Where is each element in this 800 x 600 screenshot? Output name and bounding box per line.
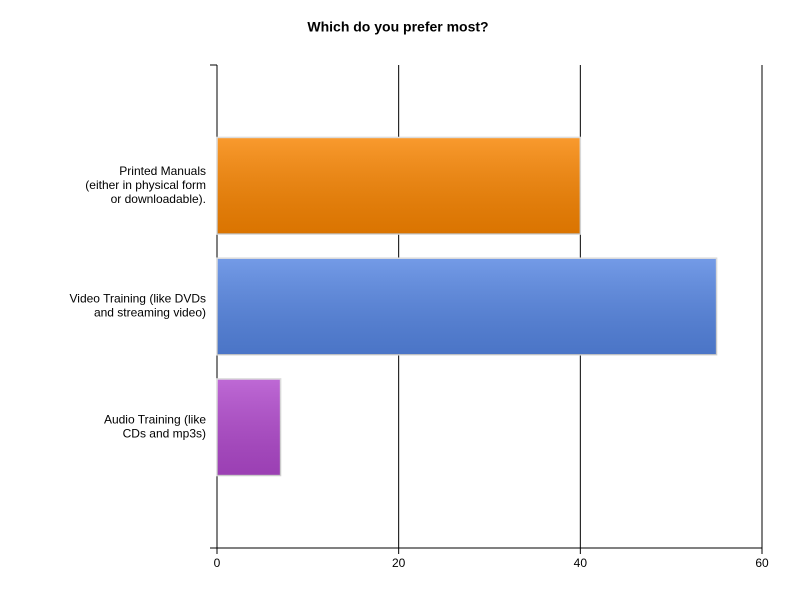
- y-tick-label-line: or downloadable).: [111, 192, 206, 206]
- y-tick-label-line: and streaming video): [94, 306, 206, 320]
- y-tick-label: Video Training (like DVDs and streaming v…: [69, 292, 206, 320]
- x-tick-label: 40: [574, 556, 588, 570]
- x-tick-label: 20: [392, 556, 406, 570]
- x-tick-label: 60: [755, 556, 769, 570]
- bar-shade: [217, 258, 717, 355]
- y-tick-label: Printed Manuals (either in physical form o…: [85, 164, 206, 206]
- y-tick-label-line: Printed Manuals: [119, 164, 206, 178]
- y-tick-label-line: CDs and mp3s): [123, 426, 206, 440]
- y-tick-label-line: (either in physical form: [85, 178, 206, 192]
- y-tick-label-line: Audio Training (like: [104, 412, 206, 426]
- y-tick-label: Audio Training (like CDs and mp3s): [104, 412, 206, 440]
- bar-shade: [217, 378, 281, 476]
- chart-title: Which do you prefer most?: [307, 19, 488, 35]
- y-tick-label-line: Video Training (like DVDs: [69, 292, 206, 306]
- x-tick-label: 0: [214, 556, 221, 570]
- bar-shade: [217, 137, 581, 235]
